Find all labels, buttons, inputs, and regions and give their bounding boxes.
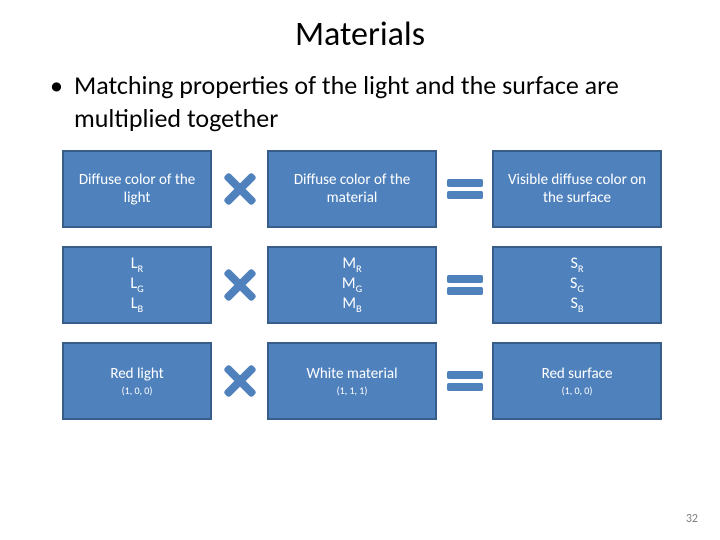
box-r0-c0: Diffuse color of the light (62, 150, 212, 228)
box-main: Red light (110, 365, 163, 383)
sub-line: SG (570, 275, 584, 295)
box-r1-c0: LR LG LB (62, 246, 212, 324)
box-r0-c2: Visible diffuse color on the surface (492, 150, 662, 228)
page-title: Materials (0, 0, 720, 63)
page-number: 32 (686, 512, 698, 526)
box-r2-c0: Red light (1, 0, 0) (62, 342, 212, 420)
box-main: Red surface (542, 365, 613, 383)
box-r1-c1: MR MG MB (267, 246, 437, 324)
multiply-icon (212, 150, 267, 228)
box-r1-c2: SR SG SB (492, 246, 662, 324)
box-tuple: (1, 1, 1) (337, 385, 368, 397)
sub-line: MG (342, 275, 362, 295)
box-tuple: (1, 0, 0) (562, 385, 593, 397)
box-tuple: (1, 0, 0) (122, 385, 153, 397)
sub-line: LB (131, 295, 143, 315)
bullet-item: • Matching properties of the light and t… (50, 69, 680, 134)
sub-line: SB (570, 295, 583, 315)
sub-line: LR (131, 255, 143, 275)
bullet-list: • Matching properties of the light and t… (0, 63, 720, 144)
sub-line: SR (570, 255, 583, 275)
equation-grid: Diffuse color of the light Diffuse color… (0, 144, 720, 420)
sub-line: MR (342, 255, 361, 275)
multiply-icon (212, 246, 267, 324)
box-r2-c1: White material (1, 1, 1) (267, 342, 437, 420)
multiply-icon (212, 342, 267, 420)
equals-icon (437, 342, 492, 420)
box-r0-c1: Diffuse color of the material (267, 150, 437, 228)
box-main: White material (306, 365, 397, 383)
equals-icon (437, 150, 492, 228)
sub-line: MB (342, 295, 361, 315)
bullet-text: Matching properties of the light and the… (74, 69, 680, 134)
equals-icon (437, 246, 492, 324)
sub-line: LG (130, 275, 143, 295)
bullet-marker: • (50, 69, 74, 134)
box-r2-c2: Red surface (1, 0, 0) (492, 342, 662, 420)
